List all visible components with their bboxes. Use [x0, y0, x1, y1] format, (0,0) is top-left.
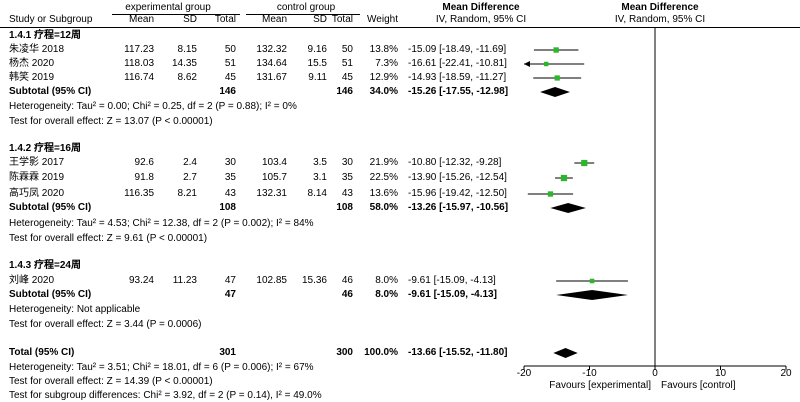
- ci-arrow: [524, 61, 530, 67]
- subtotal-diamond: [556, 290, 628, 300]
- study-marker: [581, 160, 587, 166]
- study-marker: [590, 279, 595, 284]
- study-marker: [553, 47, 558, 52]
- study-marker: [555, 75, 560, 80]
- study-marker: [548, 191, 553, 196]
- subtotal-diamond: [550, 203, 585, 213]
- study-marker: [544, 62, 548, 66]
- study-marker: [561, 175, 567, 181]
- total-diamond: [553, 348, 577, 358]
- subtotal-diamond: [540, 87, 570, 97]
